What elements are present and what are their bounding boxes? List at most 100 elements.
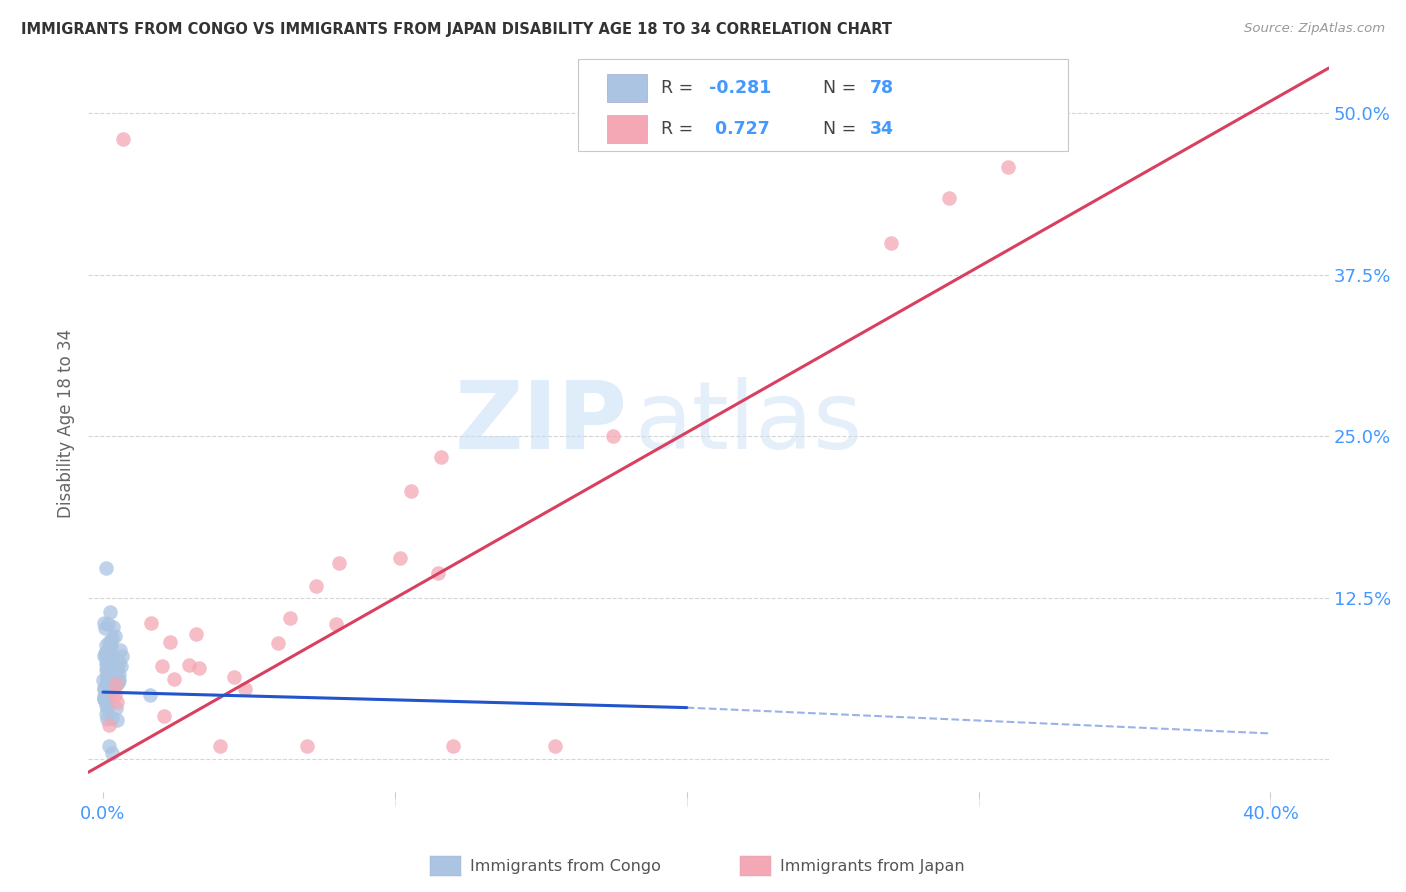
Point	[93, 689, 115, 703]
Text: N =: N =	[823, 78, 862, 97]
Point	[97, 686, 120, 700]
Point	[97, 667, 120, 681]
Point	[93, 649, 115, 664]
Point	[100, 640, 122, 655]
Point	[97, 660, 120, 674]
Point	[111, 649, 134, 664]
Point	[93, 691, 115, 706]
Point	[112, 132, 135, 146]
Point	[98, 635, 121, 649]
Point	[96, 674, 118, 689]
Point	[98, 673, 121, 687]
Point	[208, 739, 231, 754]
Point	[97, 739, 120, 754]
Text: Immigrants from Japan: Immigrants from Japan	[780, 859, 965, 873]
Point	[100, 678, 122, 692]
Point	[94, 646, 117, 660]
Point	[94, 706, 117, 721]
FancyBboxPatch shape	[578, 59, 1069, 151]
Point	[108, 667, 131, 681]
Point	[93, 615, 115, 630]
Point	[222, 670, 245, 684]
Point	[104, 629, 127, 643]
Point	[389, 550, 412, 565]
Point	[96, 657, 118, 671]
Point	[97, 652, 120, 666]
Point	[108, 643, 131, 657]
Point	[97, 658, 120, 673]
Point	[100, 635, 122, 649]
Point	[105, 662, 128, 676]
Point	[105, 713, 128, 727]
Point	[328, 557, 350, 571]
Point	[150, 658, 173, 673]
Point	[97, 616, 120, 631]
Point	[297, 739, 319, 754]
Point	[602, 428, 624, 442]
Point	[938, 191, 960, 205]
Point	[96, 712, 118, 726]
Point	[98, 656, 121, 670]
Text: Immigrants from Congo: Immigrants from Congo	[470, 859, 661, 873]
Point	[880, 235, 903, 250]
Point	[107, 676, 129, 690]
Point	[104, 700, 127, 714]
Text: 34: 34	[870, 120, 894, 137]
Point	[96, 648, 118, 663]
Point	[94, 651, 117, 665]
Bar	[607, 114, 647, 143]
Text: R =: R =	[661, 120, 699, 137]
Point	[96, 701, 118, 715]
Text: Source: ZipAtlas.com: Source: ZipAtlas.com	[1244, 22, 1385, 36]
Point	[233, 681, 256, 696]
Point	[101, 674, 124, 689]
Point	[159, 635, 181, 649]
Point	[100, 605, 122, 619]
Point	[177, 658, 200, 673]
Point	[107, 674, 129, 689]
Point	[101, 681, 124, 696]
Point	[94, 561, 117, 575]
Point	[96, 662, 118, 676]
Point	[138, 688, 160, 702]
Point	[93, 692, 115, 706]
Text: R =: R =	[661, 78, 699, 97]
Point	[139, 615, 162, 630]
Point	[96, 644, 118, 658]
Text: N =: N =	[823, 120, 862, 137]
Point	[91, 673, 114, 687]
Point	[267, 636, 290, 650]
Point	[98, 675, 121, 690]
Point	[103, 681, 125, 696]
Point	[93, 681, 115, 695]
Point	[104, 673, 127, 688]
Point	[97, 681, 120, 695]
Point	[426, 566, 449, 580]
Point	[100, 665, 122, 680]
Point	[94, 621, 117, 635]
Point	[101, 620, 124, 634]
Point	[104, 688, 127, 702]
Point	[101, 657, 124, 671]
Point	[100, 746, 122, 760]
Point	[94, 689, 117, 703]
Point	[104, 676, 127, 690]
Point	[163, 672, 186, 686]
Point	[325, 616, 347, 631]
Point	[997, 160, 1019, 174]
Point	[105, 695, 128, 709]
Point	[94, 639, 117, 653]
Point	[100, 711, 122, 725]
Point	[107, 672, 129, 686]
Point	[97, 644, 120, 658]
Point	[94, 663, 117, 677]
Point	[96, 683, 118, 698]
Text: IMMIGRANTS FROM CONGO VS IMMIGRANTS FROM JAPAN DISABILITY AGE 18 TO 34 CORRELATI: IMMIGRANTS FROM CONGO VS IMMIGRANTS FROM…	[21, 22, 891, 37]
Point	[399, 484, 422, 499]
Text: ZIP: ZIP	[456, 377, 628, 469]
Text: 78: 78	[870, 78, 894, 97]
Point	[98, 646, 121, 660]
Point	[93, 681, 115, 696]
Point	[100, 650, 122, 665]
Point	[110, 659, 132, 673]
